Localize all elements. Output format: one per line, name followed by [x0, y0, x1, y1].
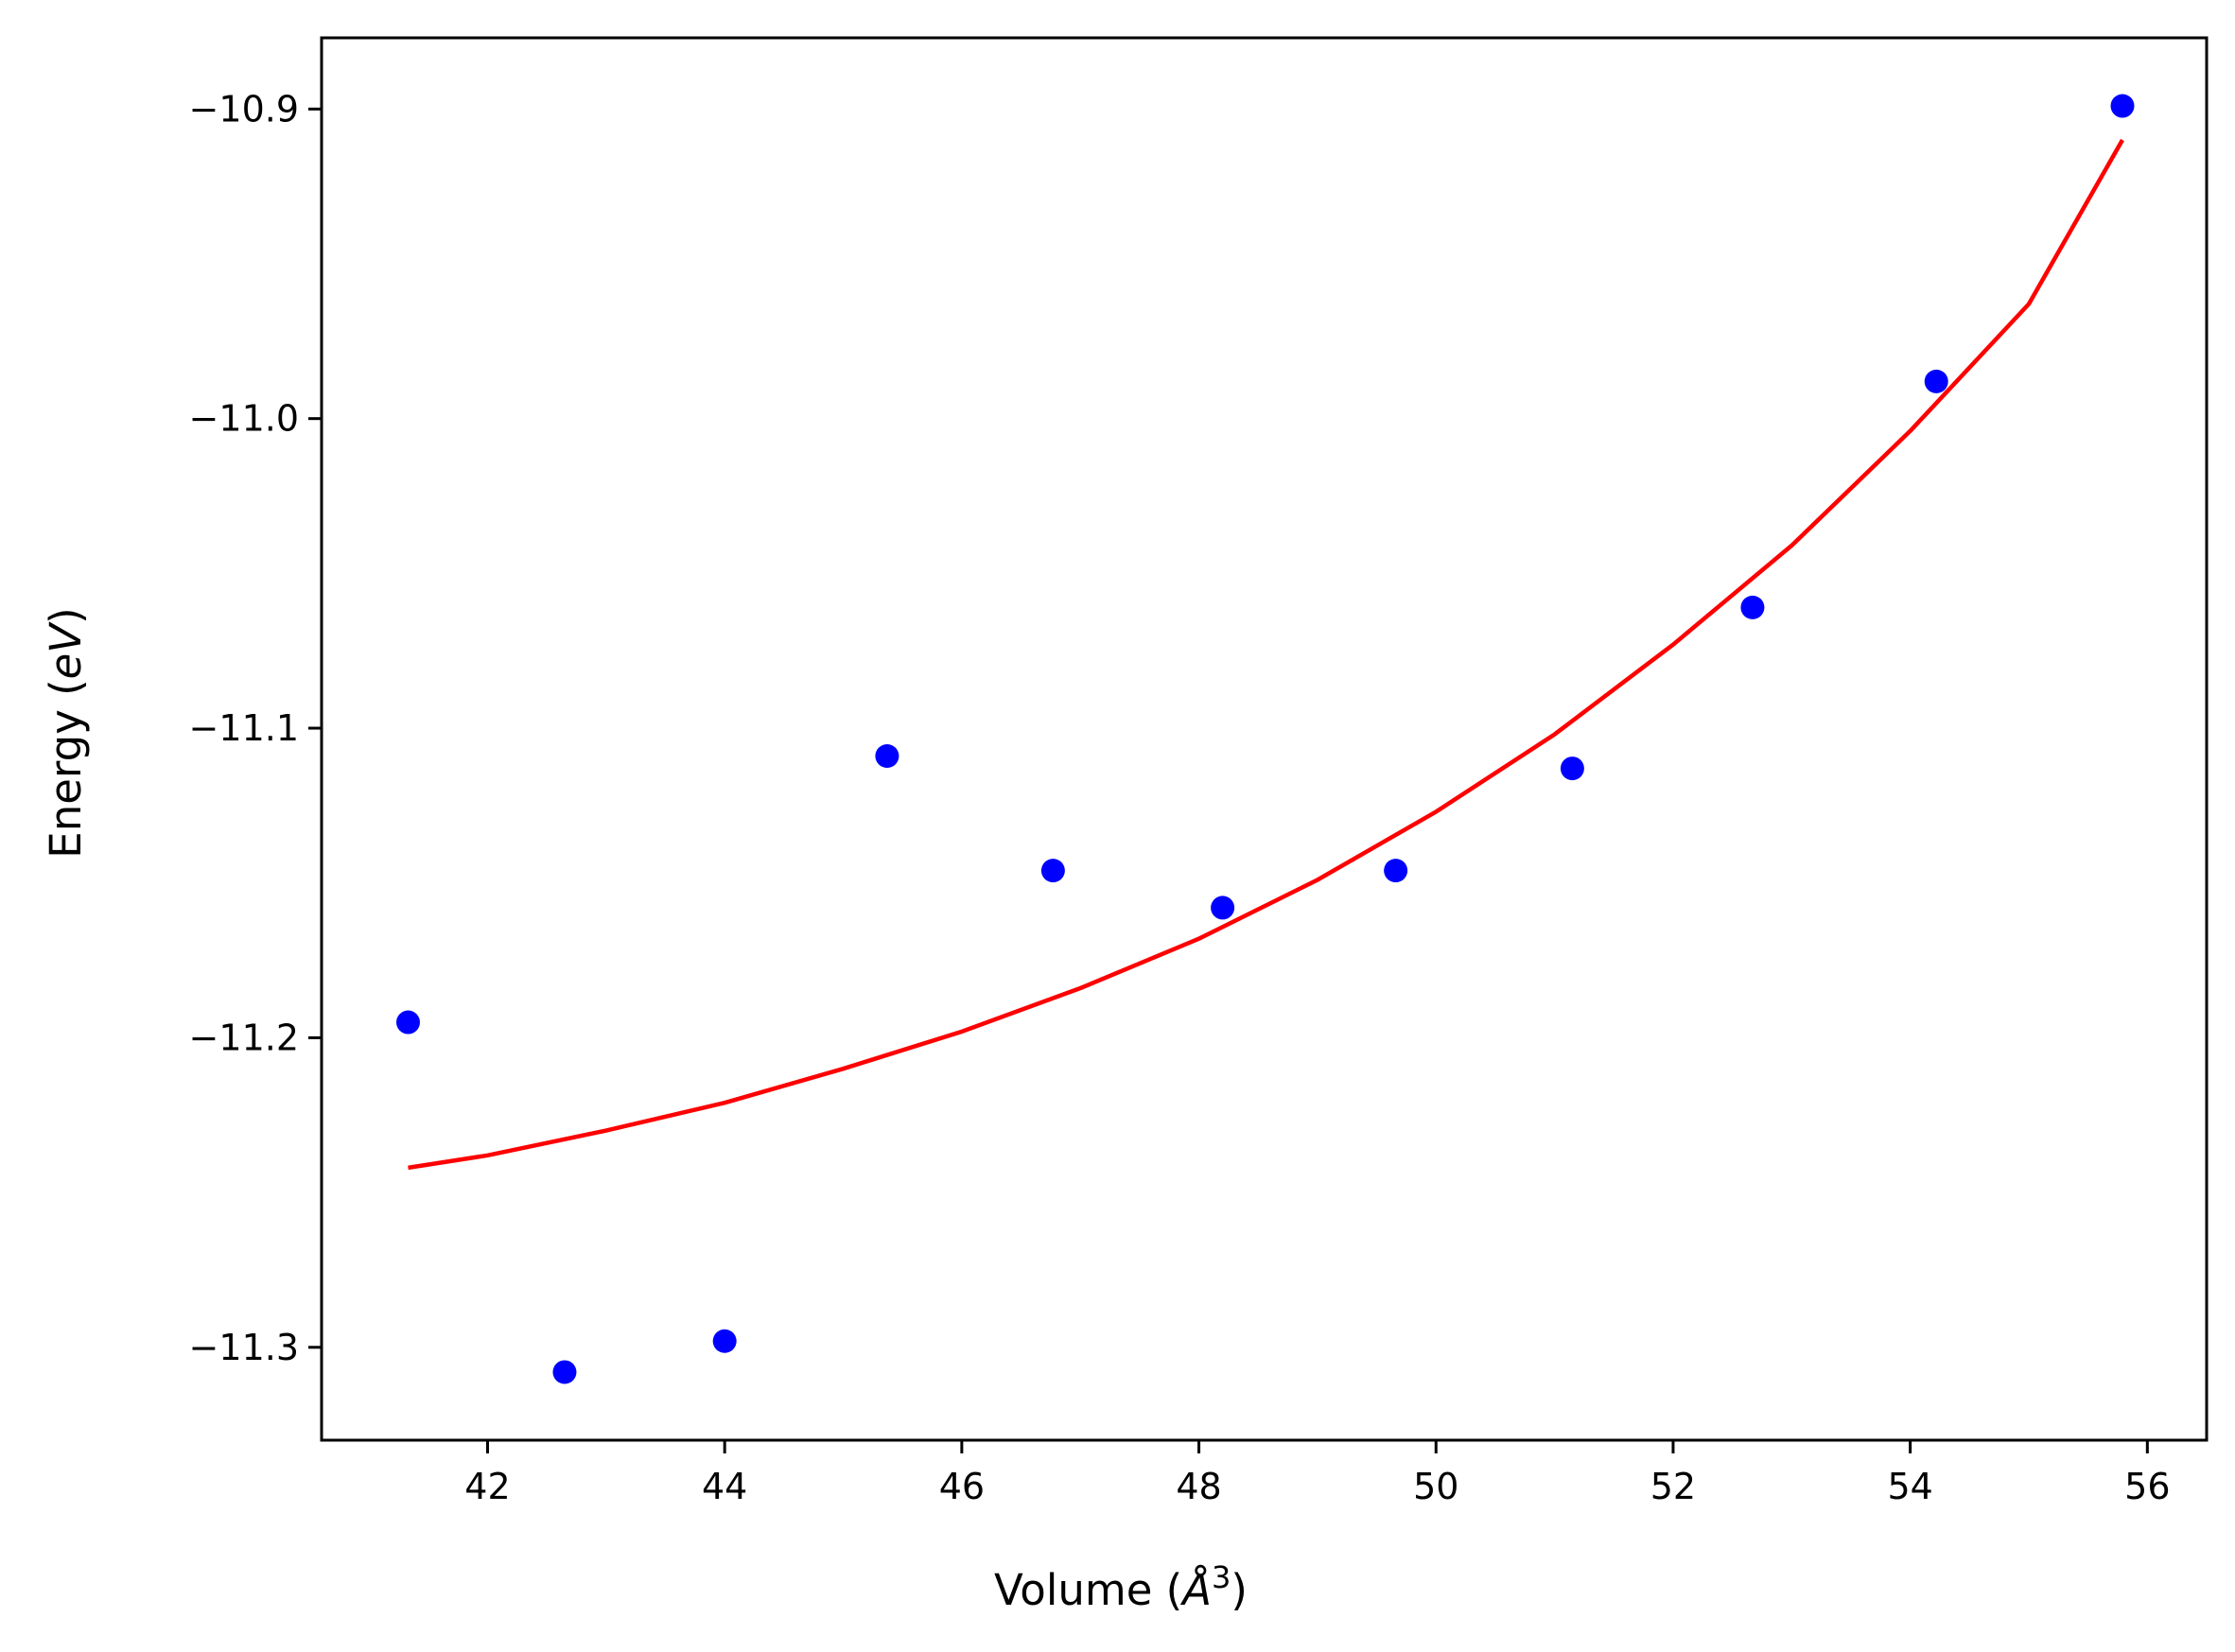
data-point [1211, 896, 1235, 920]
data-point [712, 1329, 737, 1353]
plot-area [396, 94, 2135, 1384]
y-tick-label: −10.9 [189, 88, 299, 130]
data-point [396, 1010, 421, 1035]
x-tick-label: 48 [1176, 1466, 1221, 1507]
data-point [1384, 859, 1408, 883]
data-point [1924, 369, 1948, 393]
x-tick-label: 50 [1413, 1466, 1458, 1507]
x-tick-label: 44 [702, 1466, 747, 1507]
x-tick-label: 56 [2124, 1466, 2170, 1507]
data-point [1740, 595, 1765, 619]
x-axis-title: Volume (Å3) [994, 1559, 1248, 1615]
axes-frame [320, 36, 2209, 1442]
y-axis-title: Energy (eV) [41, 607, 91, 858]
data-point [552, 1360, 577, 1384]
y-tick-label: −11.2 [189, 1017, 299, 1058]
y-axis: −10.9 −11.0 −11.1 −11.2 −11.3 [189, 88, 322, 1368]
data-point [875, 744, 899, 769]
x-tick-label: 42 [464, 1466, 510, 1507]
fit-curve [408, 138, 2124, 1171]
y-tick-label: −11.1 [189, 707, 299, 749]
data-point [1040, 859, 1065, 883]
x-axis: 42 44 46 48 50 52 54 56 [464, 1440, 2171, 1507]
data-point [2110, 94, 2135, 118]
x-tick-label: 46 [939, 1466, 985, 1507]
data-point [1560, 756, 1584, 781]
x-tick-label: 54 [1887, 1466, 1932, 1507]
y-tick-label: −11.0 [189, 398, 299, 440]
y-tick-label: −11.3 [189, 1327, 299, 1368]
x-tick-label: 52 [1650, 1466, 1696, 1507]
